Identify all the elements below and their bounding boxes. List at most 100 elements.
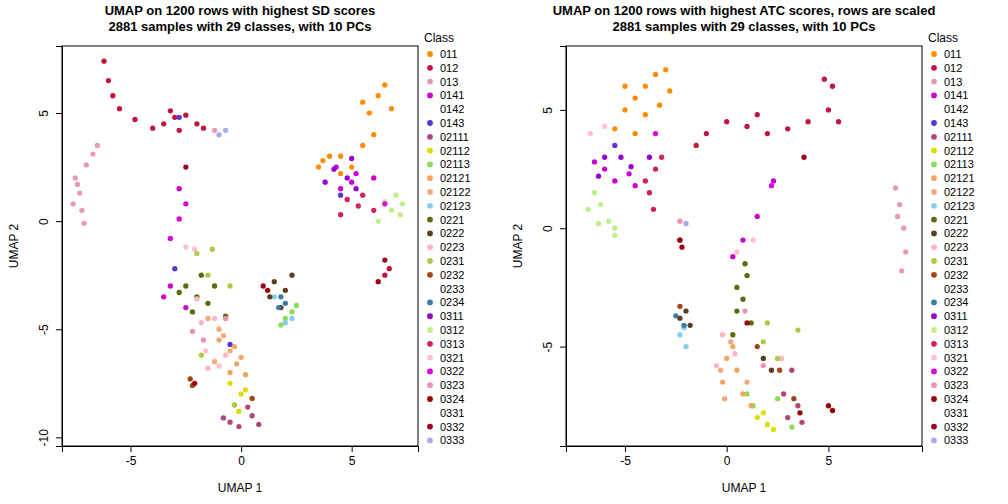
legend-item: 0331 [931, 407, 968, 419]
point [210, 247, 215, 252]
legend-marker [931, 79, 937, 85]
x-tick: -5 [620, 446, 631, 468]
point [775, 396, 780, 401]
legend-label: 0324 [440, 393, 464, 405]
point [327, 154, 332, 159]
point [387, 266, 392, 271]
point [232, 402, 237, 407]
point [201, 337, 206, 342]
legend-label: 0321 [440, 352, 464, 364]
point [227, 420, 232, 425]
point [626, 171, 631, 176]
legend-label: 0312 [944, 324, 968, 336]
y-tick-label: 5 [541, 107, 555, 114]
legend-marker [427, 175, 433, 181]
x-axis-title: UMAP 1 [722, 481, 767, 495]
series [183, 164, 387, 288]
point [168, 283, 173, 288]
legend-label: 0223 [944, 241, 968, 253]
point [775, 356, 780, 361]
series [683, 221, 688, 226]
point [826, 107, 831, 112]
legend-item: 0322 [427, 365, 464, 377]
legend-label: 013 [944, 76, 962, 88]
series [673, 313, 686, 328]
point [724, 356, 729, 361]
legend-item: 0312 [931, 324, 968, 336]
series [612, 67, 672, 136]
series [192, 279, 381, 386]
legend-item: 0323 [931, 379, 968, 391]
point [789, 424, 794, 429]
point [353, 171, 358, 176]
legend-label: 0232 [440, 269, 464, 281]
point [188, 376, 193, 381]
legend-marker [931, 244, 937, 250]
legend-label: 0324 [944, 393, 968, 405]
point [338, 212, 343, 217]
legend-label: 0311 [944, 310, 968, 322]
series [588, 124, 756, 255]
legend-label: 012 [440, 62, 458, 74]
legend-item: 013 [427, 76, 458, 88]
point [216, 132, 221, 137]
point [751, 237, 756, 242]
point [75, 182, 80, 187]
legend-marker [931, 189, 937, 195]
legend-marker [427, 106, 433, 112]
point [826, 403, 831, 408]
legend-label: 0221 [440, 214, 464, 226]
point [294, 303, 299, 308]
point [789, 368, 794, 373]
legend-label: 0323 [440, 379, 464, 391]
legend-label: 0231 [440, 255, 464, 267]
point [732, 351, 737, 356]
series [177, 273, 229, 319]
point [895, 214, 900, 219]
point [223, 128, 228, 133]
point [289, 316, 294, 321]
legend-marker [427, 438, 433, 444]
x-tick: 5 [349, 446, 356, 468]
legend-item: 011 [931, 48, 961, 60]
legend-item: 0143 [931, 117, 968, 129]
point [201, 126, 206, 131]
y-axis: -505 [541, 47, 567, 447]
point [283, 320, 288, 325]
point [596, 174, 601, 179]
point [400, 201, 405, 206]
point [223, 316, 228, 321]
legend-label: 0142 [440, 103, 464, 115]
point [677, 219, 682, 224]
point [683, 344, 688, 349]
point [643, 112, 648, 117]
legend-label: 02123 [944, 200, 975, 212]
legend-label: 012 [944, 62, 962, 74]
point [110, 93, 115, 98]
y-tick: -10 [37, 429, 62, 447]
point [724, 119, 729, 124]
series [677, 237, 835, 415]
legend-label: 0234 [440, 296, 464, 308]
series [677, 219, 766, 369]
legend-item: 0231 [427, 255, 464, 267]
legend-label: 0312 [440, 324, 464, 336]
chart-title: UMAP on 1200 rows with highest ATC score… [553, 3, 936, 18]
point [901, 226, 906, 231]
legend-marker [427, 341, 433, 347]
point [212, 128, 217, 133]
point [633, 131, 638, 136]
point [622, 107, 627, 112]
legend-label: 0321 [944, 352, 968, 364]
series [893, 185, 908, 273]
point [376, 93, 381, 98]
point [276, 305, 281, 310]
point [740, 297, 745, 302]
point [765, 320, 770, 325]
point [694, 143, 699, 148]
legend: Class01101201301410142014302111021120211… [928, 31, 975, 446]
point [360, 193, 365, 198]
legend-marker [427, 355, 433, 361]
series [278, 303, 299, 328]
point [785, 126, 790, 131]
